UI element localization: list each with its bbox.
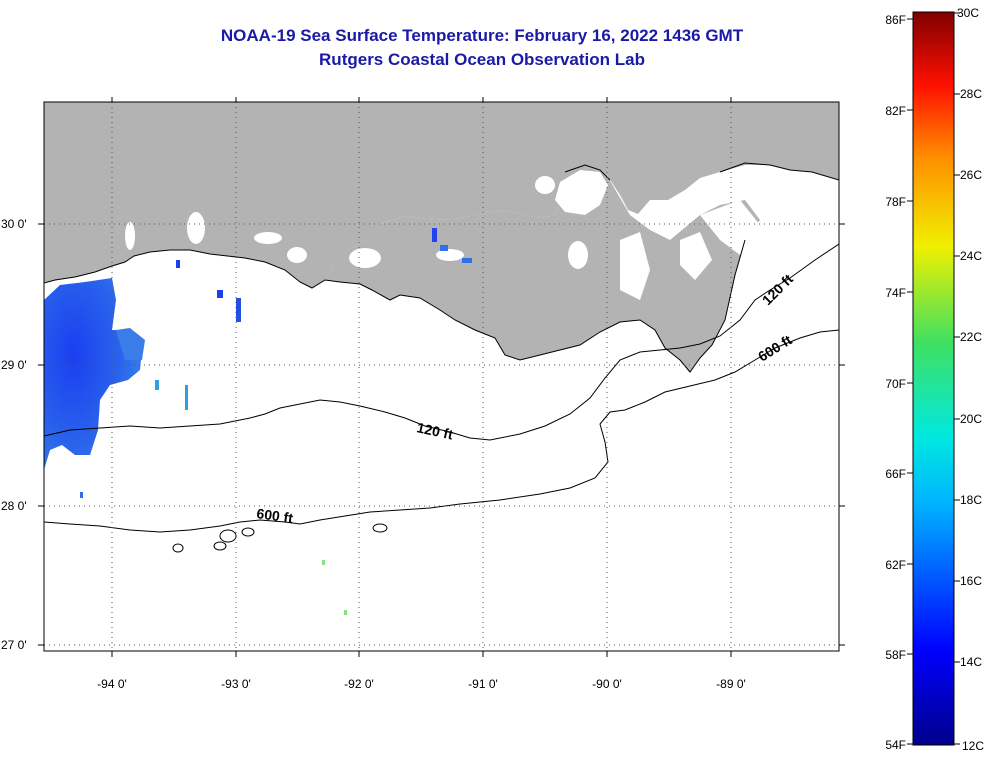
- lon-label: -89 0': [716, 677, 746, 691]
- colorbar-f-label: 82F: [885, 104, 906, 118]
- colorbar-f-label: 70F: [885, 377, 906, 391]
- colorbar-c-label: 26C: [960, 168, 982, 182]
- contour-label-120: 120 ft: [415, 419, 454, 442]
- lat-label: 28 0': [1, 499, 27, 513]
- sst-speck: [155, 380, 159, 390]
- sst-speck: [462, 258, 472, 263]
- sabine-lake: [125, 222, 135, 250]
- colorbar-c-label: 30C: [957, 6, 979, 20]
- colorbar-f-label: 86F: [885, 13, 906, 27]
- map-ticks: [38, 97, 845, 657]
- lon-label: -90 0': [592, 677, 622, 691]
- coastline-north: [564, 164, 611, 181]
- map-subtitle: Rutgers Coastal Ocean Observation Lab: [319, 50, 645, 69]
- lake-maurepas: [535, 176, 555, 194]
- grand-lake: [254, 232, 282, 244]
- sst-speck: [344, 610, 347, 615]
- sst-speck: [185, 385, 188, 410]
- lake-pontchartrain: [555, 170, 608, 215]
- barataria-bay: [620, 232, 650, 300]
- bank-outline: [372, 523, 388, 533]
- graticule: [44, 102, 839, 651]
- colorbar-c-label: 12C: [962, 739, 984, 753]
- map-frame: [43, 101, 840, 652]
- sst-speck: [236, 298, 241, 322]
- coastline-ms: [719, 162, 839, 181]
- sst-cold-patch-east: [116, 328, 145, 360]
- marsh-gap: [680, 232, 712, 280]
- sst-speck: [217, 290, 223, 298]
- colorbar-f-label: 54F: [885, 738, 906, 752]
- lake-salvador: [568, 241, 588, 269]
- bank-outline: [241, 527, 255, 537]
- colorbar-c-label: 14C: [960, 655, 982, 669]
- contour-label-120: 120 ft: [759, 271, 796, 308]
- bank-outline: [213, 541, 227, 551]
- lon-label: -93 0': [221, 677, 251, 691]
- contour-600ft: [44, 329, 839, 533]
- colorbar-f-label: 66F: [885, 467, 906, 481]
- lon-label: -92 0': [344, 677, 374, 691]
- lon-label: -94 0': [97, 677, 127, 691]
- vermilion-bay: [349, 248, 381, 268]
- lat-label: 27 0': [1, 638, 27, 652]
- sst-speck: [176, 260, 180, 268]
- contour-120ft: [44, 243, 839, 441]
- contour-label-600: 600 ft: [256, 505, 295, 526]
- bank-outline: [219, 529, 237, 543]
- land-area: [44, 102, 839, 288]
- colorbar-c-label: 16C: [960, 574, 982, 588]
- calcasieu-lake: [187, 212, 205, 244]
- colorbar-ticks: [907, 12, 960, 745]
- lon-label: -91 0': [468, 677, 498, 691]
- sst-speck: [440, 245, 448, 251]
- colorbar-c-label: 24C: [960, 249, 982, 263]
- sst-cold-patch: [44, 278, 142, 470]
- colorbar-c-label: 28C: [960, 87, 982, 101]
- sst-speck: [432, 228, 437, 242]
- colorbar-c-label: 20C: [960, 412, 982, 426]
- colorbar: [912, 11, 955, 746]
- sst-speck: [322, 560, 325, 565]
- delta-land: [325, 168, 760, 372]
- contour-label-600: 600 ft: [755, 331, 795, 364]
- colorbar-c-label: 18C: [960, 493, 982, 507]
- breton-sound: [700, 200, 760, 255]
- lat-label: 30 0': [1, 217, 27, 231]
- map-frame-bg: [44, 102, 839, 651]
- bank-outline: [172, 543, 184, 553]
- map-title: NOAA-19 Sea Surface Temperature: Februar…: [220, 26, 744, 45]
- white-lake: [287, 247, 307, 263]
- colorbar-f-label: 78F: [885, 195, 906, 209]
- coastline: [44, 239, 746, 373]
- colorbar-f-label: 62F: [885, 558, 906, 572]
- sst-speck: [80, 492, 83, 498]
- atchafalaya-bay: [436, 249, 464, 261]
- colorbar-f-label: 58F: [885, 648, 906, 662]
- lat-label: 29 0': [1, 358, 27, 372]
- colorbar-c-label: 22C: [960, 330, 982, 344]
- colorbar-f-label: 74F: [885, 286, 906, 300]
